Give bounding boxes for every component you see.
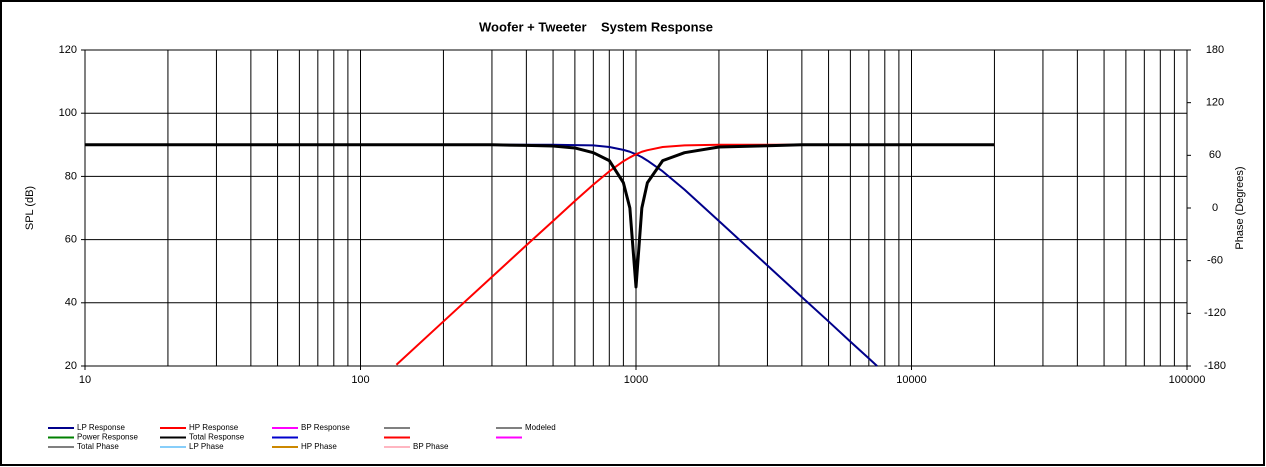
y2-axis-label: Phase (Degrees) [1234,166,1246,249]
y-tick-label: 20 [65,360,77,372]
legend-label: BP Response [301,423,350,432]
legend-label: Total Phase [77,442,119,451]
series-line [85,143,995,289]
legend-label: Modeled [525,423,556,432]
legend-label: HP Phase [301,442,337,451]
chart-title: Woofer + Tweeter System Response [479,19,713,34]
x-tick-label: 100 [351,374,369,386]
y-tick-label: 80 [65,170,77,182]
y-axis-label: SPL (dB) [24,186,36,230]
y2-tick-label: 60 [1209,149,1221,161]
x-tick-label: 10000 [896,374,927,386]
legend-label: HP Response [189,423,239,432]
y2-tick-label: 120 [1206,97,1224,109]
y2-tick-label: 0 [1212,202,1218,214]
y2-tick-label: -60 [1207,255,1223,267]
y2-tick-label: 180 [1206,44,1224,56]
legend: LP Response HP Response BP Response Modeled… [48,423,556,451]
y2-tick-label: -180 [1204,360,1226,372]
y-tick-label: 100 [59,107,77,119]
y-tick-label: 120 [59,44,77,56]
y-tick-label: 40 [65,297,77,309]
legend-label: Total Response [189,433,245,442]
y-tick-label: 60 [65,234,77,246]
y2-tick-label: -120 [1204,307,1226,319]
legend-label: BP Phase [413,442,449,451]
x-tick-label: 1000 [624,374,648,386]
legend-label: LP Response [77,423,125,432]
plot-frame [84,49,1188,367]
legend-label: LP Phase [189,442,224,451]
x-tick-label: 100000 [1169,374,1206,386]
legend-label: Power Response [77,433,138,442]
x-tick-label: 10 [79,374,91,386]
